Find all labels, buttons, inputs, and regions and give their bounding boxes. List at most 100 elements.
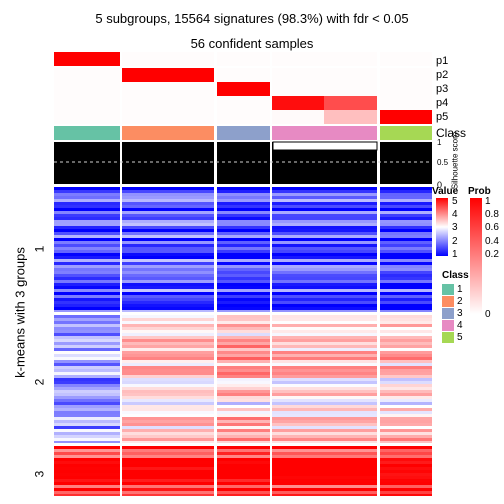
heatmap-cell — [380, 265, 432, 268]
heatmap-cell — [272, 423, 377, 426]
heatmap-cell — [54, 411, 120, 414]
heatmap-cell — [217, 327, 270, 330]
heatmap-cell — [380, 304, 432, 307]
heatmap-cell — [272, 226, 377, 229]
heatmap-cell — [217, 244, 270, 247]
heatmap-cell — [272, 417, 377, 420]
heatmap-cell — [380, 378, 432, 381]
heatmap-cell — [217, 280, 270, 283]
heatmap-cell — [122, 217, 214, 220]
heatmap-cell — [54, 366, 120, 369]
heatmap-cell — [54, 283, 120, 286]
class-legend-title: Class — [442, 270, 469, 281]
heatmap-cell — [122, 363, 214, 366]
heatmap-cell — [54, 226, 120, 229]
heatmap-cell — [217, 295, 270, 298]
heatmap-cell — [380, 208, 432, 211]
heatmap-cell — [122, 250, 214, 253]
heatmap-cell — [380, 485, 432, 488]
heatmap-cell — [217, 372, 270, 375]
heatmap-cell — [217, 235, 270, 238]
heatmap-cell — [272, 244, 377, 247]
heatmap-cell — [380, 289, 432, 292]
heatmap-cell — [380, 372, 432, 375]
heatmap-cell — [122, 378, 214, 381]
heatmap-cell — [54, 253, 120, 256]
prob-cell — [272, 82, 377, 96]
heatmap-cell — [380, 467, 432, 470]
heatmap-cell — [54, 432, 120, 435]
heatmap-cell — [217, 310, 270, 312]
heatmap-cell — [54, 405, 120, 408]
heatmap-cell — [380, 482, 432, 485]
silhouette-tick-05: 0.5 — [437, 158, 449, 167]
heatmap-cell — [54, 360, 120, 363]
class-legend-item: 1 — [442, 283, 463, 295]
heatmap-cell — [54, 387, 120, 390]
heatmap-cell — [217, 220, 270, 223]
heatmap-cell — [272, 324, 377, 327]
heatmap-cell — [272, 464, 377, 467]
heatmap-cell — [122, 199, 214, 202]
heatmap-cell — [122, 223, 214, 226]
heatmap-cell — [217, 435, 270, 438]
heatmap-cell — [380, 414, 432, 417]
heatmap-cell — [380, 310, 432, 312]
heatmap-cell — [272, 429, 377, 432]
heatmap-cell — [380, 464, 432, 467]
heatmap-cell — [217, 438, 270, 441]
heatmap-cell — [272, 414, 377, 417]
heatmap-cell — [272, 211, 377, 214]
track-label-p5: p5 — [436, 111, 449, 123]
heatmap-cell — [54, 211, 120, 214]
heatmap-cell — [272, 363, 377, 366]
prob-cell — [122, 52, 214, 66]
heatmap-cell — [380, 232, 432, 235]
heatmap-cell — [272, 387, 377, 390]
heatmap-cell — [217, 414, 270, 417]
heatmap-cell — [54, 324, 120, 327]
heatmap-cell — [272, 262, 377, 265]
heatmap-cell — [54, 345, 120, 348]
heatmap-cell — [122, 381, 214, 384]
heatmap-cell — [122, 327, 214, 330]
heatmap-cell — [380, 473, 432, 476]
heatmap-cell — [272, 378, 377, 381]
heatmap-cell — [54, 348, 120, 351]
heatmap-cell — [122, 414, 214, 417]
heatmap-cell — [380, 366, 432, 369]
heatmap-cell — [272, 351, 377, 354]
heatmap-cell — [380, 384, 432, 387]
prob-legend-title: Prob — [468, 186, 491, 197]
heatmap-cell — [122, 372, 214, 375]
heatmap-cell — [380, 345, 432, 348]
heatmap-cell — [217, 307, 270, 310]
heatmap-cell — [272, 292, 377, 295]
heatmap-cell — [54, 458, 120, 461]
heatmap-cell — [54, 482, 120, 485]
heatmap-cell — [217, 446, 270, 449]
heatmap-cell — [54, 426, 120, 429]
heatmap-cell — [122, 339, 214, 342]
prob-cell — [380, 96, 432, 110]
heatmap-cell — [54, 452, 120, 455]
heatmap-cell — [380, 336, 432, 339]
heatmap-cell — [122, 310, 214, 312]
heatmap-cell — [217, 283, 270, 286]
heatmap-cell — [122, 482, 214, 485]
heatmap-cell — [272, 476, 377, 479]
heatmap-cell — [217, 289, 270, 292]
heatmap-cell — [380, 399, 432, 402]
heatmap-cell — [217, 286, 270, 289]
heatmap-cell — [272, 295, 377, 298]
heatmap-cell — [122, 268, 214, 271]
heatmap-cell — [54, 208, 120, 211]
heatmap-cell — [54, 286, 120, 289]
heatmap-cell — [380, 244, 432, 247]
heatmap-cell — [122, 196, 214, 199]
heatmap-cell — [122, 256, 214, 259]
heatmap-cell — [217, 491, 270, 494]
heatmap-cell — [122, 190, 214, 193]
heatmap-cell — [217, 339, 270, 342]
heatmap-cell — [122, 271, 214, 274]
